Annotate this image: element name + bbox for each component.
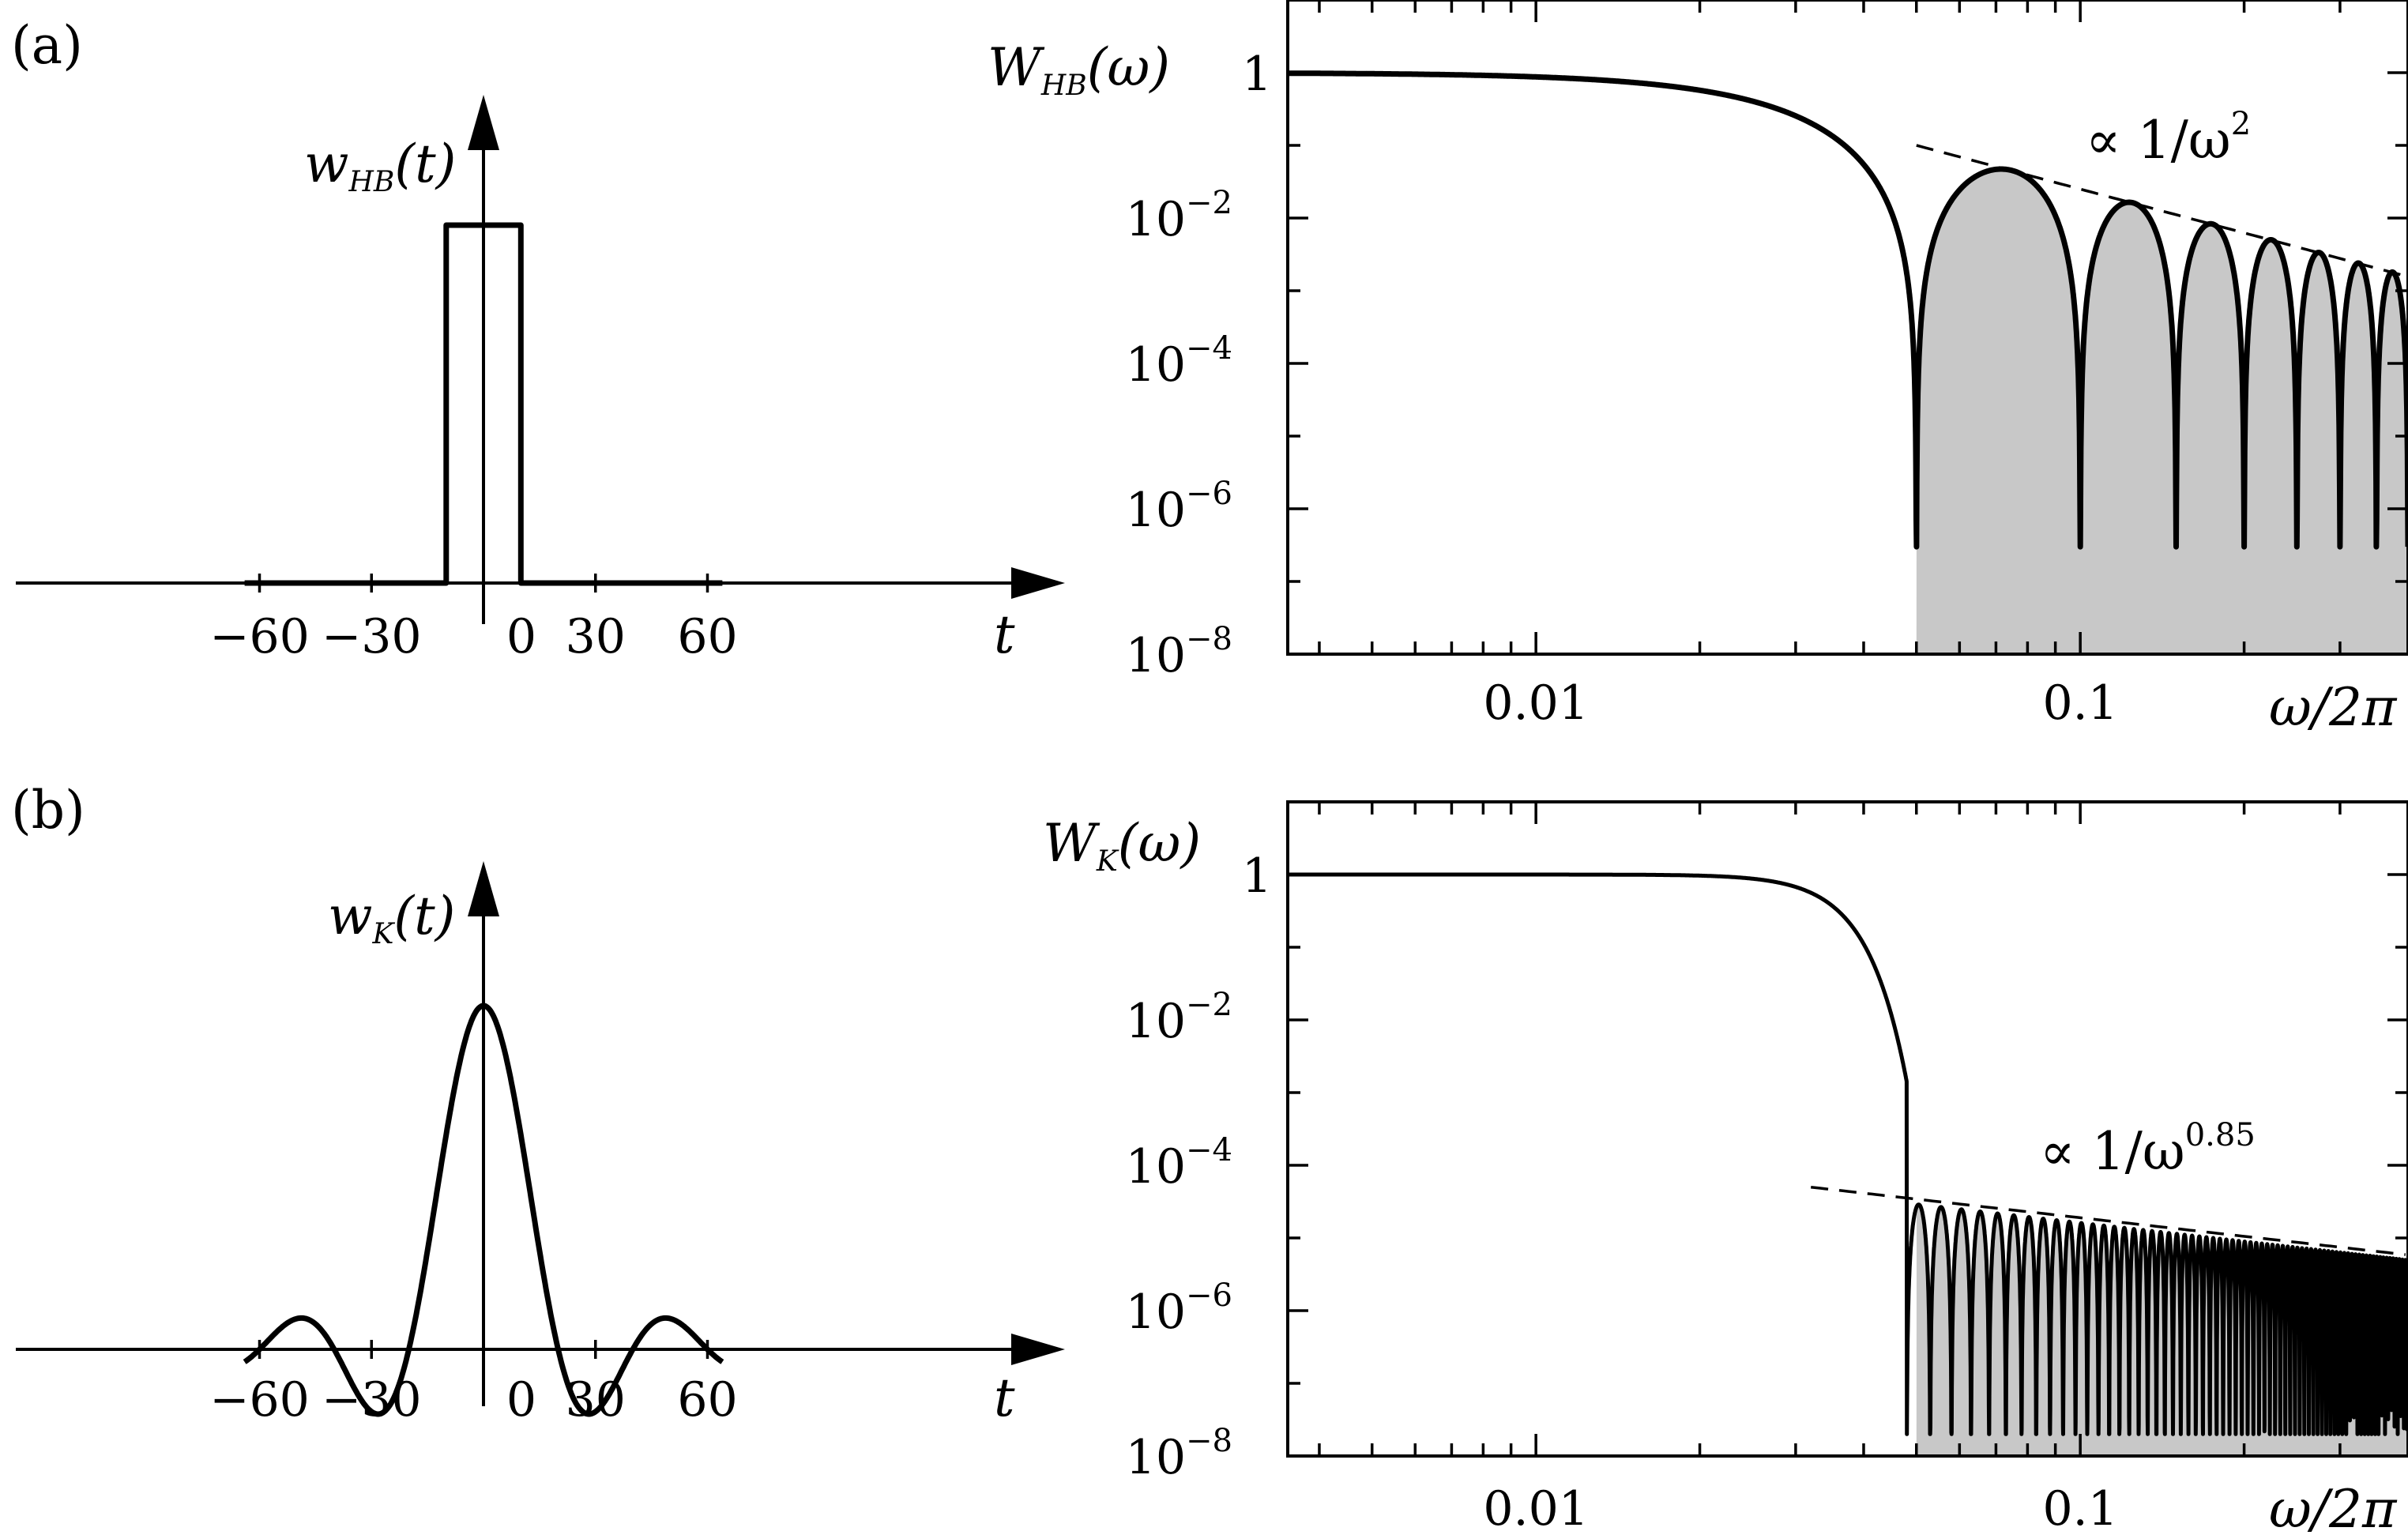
panel-a-spectrum-ticks: 1 10−2 10−4 10−6 10−8 0.01 0.1 <box>1126 0 2408 731</box>
panel-b-spectrum-y-label: WK(ω) <box>1043 813 1201 878</box>
panel-b-spectrum-y-tick-label: 10−4 <box>1126 1132 1232 1195</box>
panel-b-time-x-tick-label: 60 <box>677 1372 737 1428</box>
panel-b-spectrum-x-label: ω/2π <box>2269 1479 2398 1535</box>
panel-a-spectrum-y-tick-label: 10−8 <box>1126 621 1232 683</box>
panel-b-spectrum-y-tick-label: 1 <box>1242 848 1272 904</box>
panel-b-spectrum-x-tick-label: 0.1 <box>2042 1481 2117 1535</box>
panel-a-time-y-label: wHB(t) <box>304 134 456 198</box>
panel-b-spectrum-curve <box>1285 872 2408 1436</box>
panel-b-spectrum-y-tick-label: 10−2 <box>1126 987 1232 1049</box>
panel-a-spectrum-x-label: ω/2π <box>2269 677 2398 738</box>
panel-a-time-curve <box>244 222 723 586</box>
panel-b-time-x-tick-label: 0 <box>506 1372 536 1428</box>
panel-a-time-x-tick-label: 60 <box>677 609 737 664</box>
panel-b-time-x-tick-label: −60 <box>209 1372 310 1428</box>
panel-a-spectrum-x-tick-label: 0.01 <box>1483 675 1589 731</box>
panel-a-spectrum-y-tick-label: 1 <box>1242 47 1272 102</box>
panel-a-spectrum-y-tick-label: 10−4 <box>1126 330 1232 393</box>
panel-b-spectrum-x-tick-label: 0.01 <box>1483 1481 1589 1535</box>
panel-b-envelope-label: ∝ 1/ω0.85 <box>2040 1117 2256 1182</box>
panel-b-time-plot: (b) −60 −30 0 30 60 t wK(t) <box>11 780 1065 1428</box>
panel-b-time-y-arrow <box>468 861 499 916</box>
panel-a-spectrum-x-tick-label: 0.1 <box>2042 675 2117 731</box>
panel-b-spectrum-ticks: 1 10−2 10−4 10−6 10−8 0.01 0.1 <box>1126 800 2408 1535</box>
panel-a-spectrum-y-tick-label: 10−2 <box>1126 185 1232 247</box>
panel-b-spectrum-envelope <box>1810 1185 2406 1256</box>
panel-a-spectrum-curve <box>1285 70 2408 550</box>
panel-a-time-x-tick-label: −30 <box>322 609 422 664</box>
panel-b-time-curve <box>243 1003 724 1417</box>
panel-a-spectrum-shaded-region <box>1916 169 2408 654</box>
panel-a-spectrum-y-tick-label: 10−6 <box>1126 476 1232 538</box>
panel-a-time-x-arrow <box>1011 567 1065 599</box>
panel-a-spectrum-y-label: WHB(ω) <box>988 37 1170 102</box>
panel-a-spectrum-plot: 1 10−2 10−4 10−6 10−8 0.01 0.1 WHB(ω) ∝ 1/ω2 ω… <box>988 0 2408 738</box>
panel-a-envelope-label: ∝ 1/ω2 <box>2086 106 2251 171</box>
panel-a-time-plot: (a) −60 −30 0 30 60 t wHB(t) <box>11 15 1065 665</box>
panel-b-spectrum-frame <box>1286 800 2408 1458</box>
panel-a-time-x-label: t <box>994 604 1015 665</box>
panel-b-spectrum-y-tick-label: 10−8 <box>1126 1423 1232 1485</box>
panel-b-time-x-label: t <box>994 1368 1015 1428</box>
panel-b-label: (b) <box>11 780 85 841</box>
panel-a-time-x-ticks: −60 −30 0 30 60 <box>209 574 738 664</box>
panel-a-time-x-tick-label: −60 <box>209 609 310 664</box>
panel-a-label: (a) <box>11 15 83 76</box>
panel-b-spectrum-y-tick-label: 10−6 <box>1126 1277 1232 1340</box>
panel-b-time-x-tick-label: −30 <box>322 1372 422 1428</box>
panel-a-time-x-tick-label: 30 <box>566 609 626 664</box>
panel-b-time-y-label: wK(t) <box>328 886 455 950</box>
panel-b-time-x-ticks: −60 −30 0 30 60 <box>209 1340 738 1428</box>
panel-a-spectrum-frame <box>1286 0 2408 656</box>
panel-a-time-x-tick-label: 0 <box>506 609 536 664</box>
panel-a-time-y-arrow <box>468 95 499 150</box>
panel-b-spectrum-plot: 1 10−2 10−4 10−6 10−8 0.01 0.1 WK(ω) ∝ 1/ω0.85… <box>1043 800 2408 1535</box>
panel-b-time-x-arrow <box>1011 1334 1065 1365</box>
